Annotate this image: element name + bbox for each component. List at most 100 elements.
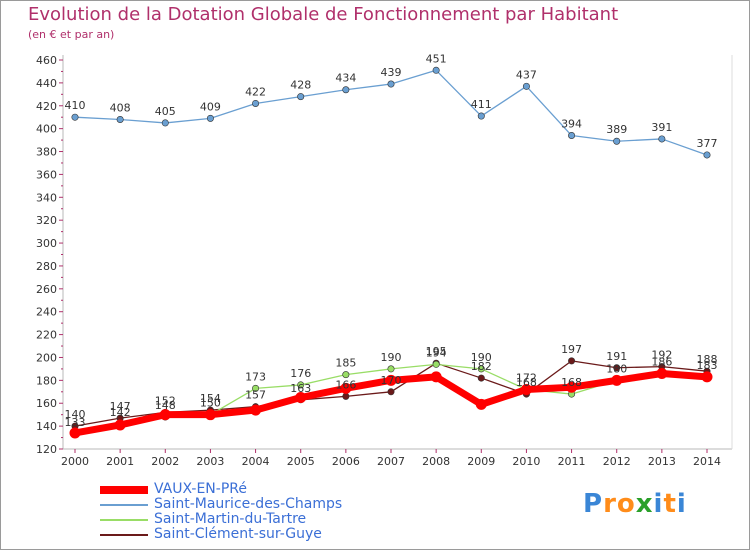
y-tick-label: 220 — [36, 329, 57, 342]
chart-subtitle: (en € et par an) — [28, 28, 115, 41]
series-point-2 — [116, 115, 124, 123]
data-label-4: 147 — [110, 400, 131, 413]
series-point-1 — [611, 374, 623, 386]
x-tick-label: 2000 — [61, 455, 89, 468]
y-tick-label: 140 — [36, 420, 57, 433]
data-label-2: 422 — [245, 85, 266, 98]
logo-letter: r — [603, 489, 617, 519]
data-label-4: 140 — [65, 408, 86, 421]
series-point-1 — [204, 409, 216, 421]
x-tick-label: 2007 — [377, 455, 405, 468]
x-tick-label: 2001 — [106, 455, 134, 468]
data-label-2: 434 — [335, 72, 356, 85]
legend-label-1: VAUX-EN-PRé — [154, 481, 247, 497]
data-label-2: 451 — [426, 52, 447, 65]
series-point-1 — [701, 371, 713, 383]
logo-letter: x — [635, 489, 654, 519]
y-tick-label: 120 — [36, 443, 57, 456]
y-tick-label: 340 — [36, 191, 57, 204]
data-label-3: 148 — [155, 399, 176, 412]
series-point-4 — [387, 388, 395, 396]
data-label-4: 168 — [516, 376, 537, 389]
data-label-2: 377 — [697, 137, 718, 150]
series-point-4 — [342, 392, 350, 400]
legend-label-4: Saint-Clément-sur-Guye — [154, 526, 322, 542]
y-tick-label: 360 — [36, 168, 57, 181]
x-tick-label: 2012 — [603, 455, 631, 468]
series-point-3 — [297, 381, 305, 389]
y-tick-label: 460 — [36, 54, 57, 67]
logo-letter: t — [663, 489, 677, 519]
logo-letter: i — [653, 489, 664, 519]
data-label-4: 166 — [335, 378, 356, 391]
series-point-2 — [522, 82, 530, 90]
logo-letter: i — [676, 489, 687, 519]
data-label-4: 154 — [200, 392, 221, 405]
legend-label-2: Saint-Maurice-des-Champs — [154, 496, 343, 512]
data-label-4: 182 — [471, 360, 492, 373]
y-tick-label: 420 — [36, 100, 57, 113]
series-point-1 — [430, 371, 442, 383]
data-label-4: 195 — [426, 345, 447, 358]
legend-swatch-3 — [100, 519, 148, 521]
series-point-2 — [432, 66, 440, 74]
data-label-2: 437 — [516, 68, 537, 81]
data-label-2: 408 — [110, 101, 131, 114]
y-tick-label: 160 — [36, 397, 57, 410]
series-point-2 — [658, 135, 666, 143]
series-point-1 — [385, 374, 397, 386]
data-label-4: 163 — [290, 382, 311, 395]
y-tick-label: 320 — [36, 214, 57, 227]
y-tick-label: 180 — [36, 374, 57, 387]
y-tick-label: 260 — [36, 283, 57, 296]
x-tick-label: 2002 — [151, 455, 179, 468]
data-label-2: 428 — [290, 79, 311, 92]
data-label-3: 142 — [110, 406, 131, 419]
data-label-3: 185 — [335, 357, 356, 370]
series-point-1 — [340, 382, 352, 394]
y-tick-label: 400 — [36, 123, 57, 136]
series-point-2 — [703, 151, 711, 159]
data-label-3: 186 — [651, 355, 672, 368]
y-tick-label: 280 — [36, 260, 57, 273]
series-point-4 — [477, 374, 485, 382]
x-tick-label: 2011 — [558, 455, 586, 468]
series-point-1 — [295, 392, 307, 404]
data-label-3: 190 — [381, 351, 402, 364]
series-point-4 — [613, 364, 621, 372]
series-point-1 — [475, 398, 487, 410]
data-label-2: 391 — [651, 121, 672, 134]
series-point-1 — [656, 367, 668, 379]
series-point-2 — [206, 114, 214, 122]
data-label-4: 197 — [561, 343, 582, 356]
x-tick-label: 2006 — [332, 455, 360, 468]
data-label-4: 170 — [381, 374, 402, 387]
data-label-3: 190 — [471, 351, 492, 364]
legend-label-3: Saint-Martin-du-Tartre — [154, 511, 307, 527]
legend-swatch-4 — [100, 534, 148, 536]
data-label-3: 173 — [245, 370, 266, 383]
data-label-3: 194 — [426, 346, 447, 359]
data-label-3: 133 — [65, 416, 86, 429]
series-point-2 — [342, 86, 350, 94]
series-point-3 — [252, 384, 260, 392]
data-label-4: 191 — [606, 350, 627, 363]
data-label-2: 405 — [155, 105, 176, 118]
series-point-1 — [159, 409, 171, 421]
x-tick-label: 2010 — [512, 455, 540, 468]
data-label-3: 172 — [516, 372, 537, 385]
series-point-3 — [432, 360, 440, 368]
series-point-2 — [477, 112, 485, 120]
data-label-4: 157 — [245, 389, 266, 402]
series-point-1 — [114, 419, 126, 431]
data-label-4: 188 — [697, 353, 718, 366]
x-tick-label: 2013 — [648, 455, 676, 468]
legend-swatch-2 — [100, 504, 148, 506]
data-label-2: 389 — [606, 123, 627, 136]
x-tick-label: 2004 — [242, 455, 270, 468]
x-tick-label: 2014 — [693, 455, 721, 468]
series-point-3 — [477, 365, 485, 373]
series-point-1 — [250, 404, 262, 416]
data-label-2: 410 — [65, 99, 86, 112]
